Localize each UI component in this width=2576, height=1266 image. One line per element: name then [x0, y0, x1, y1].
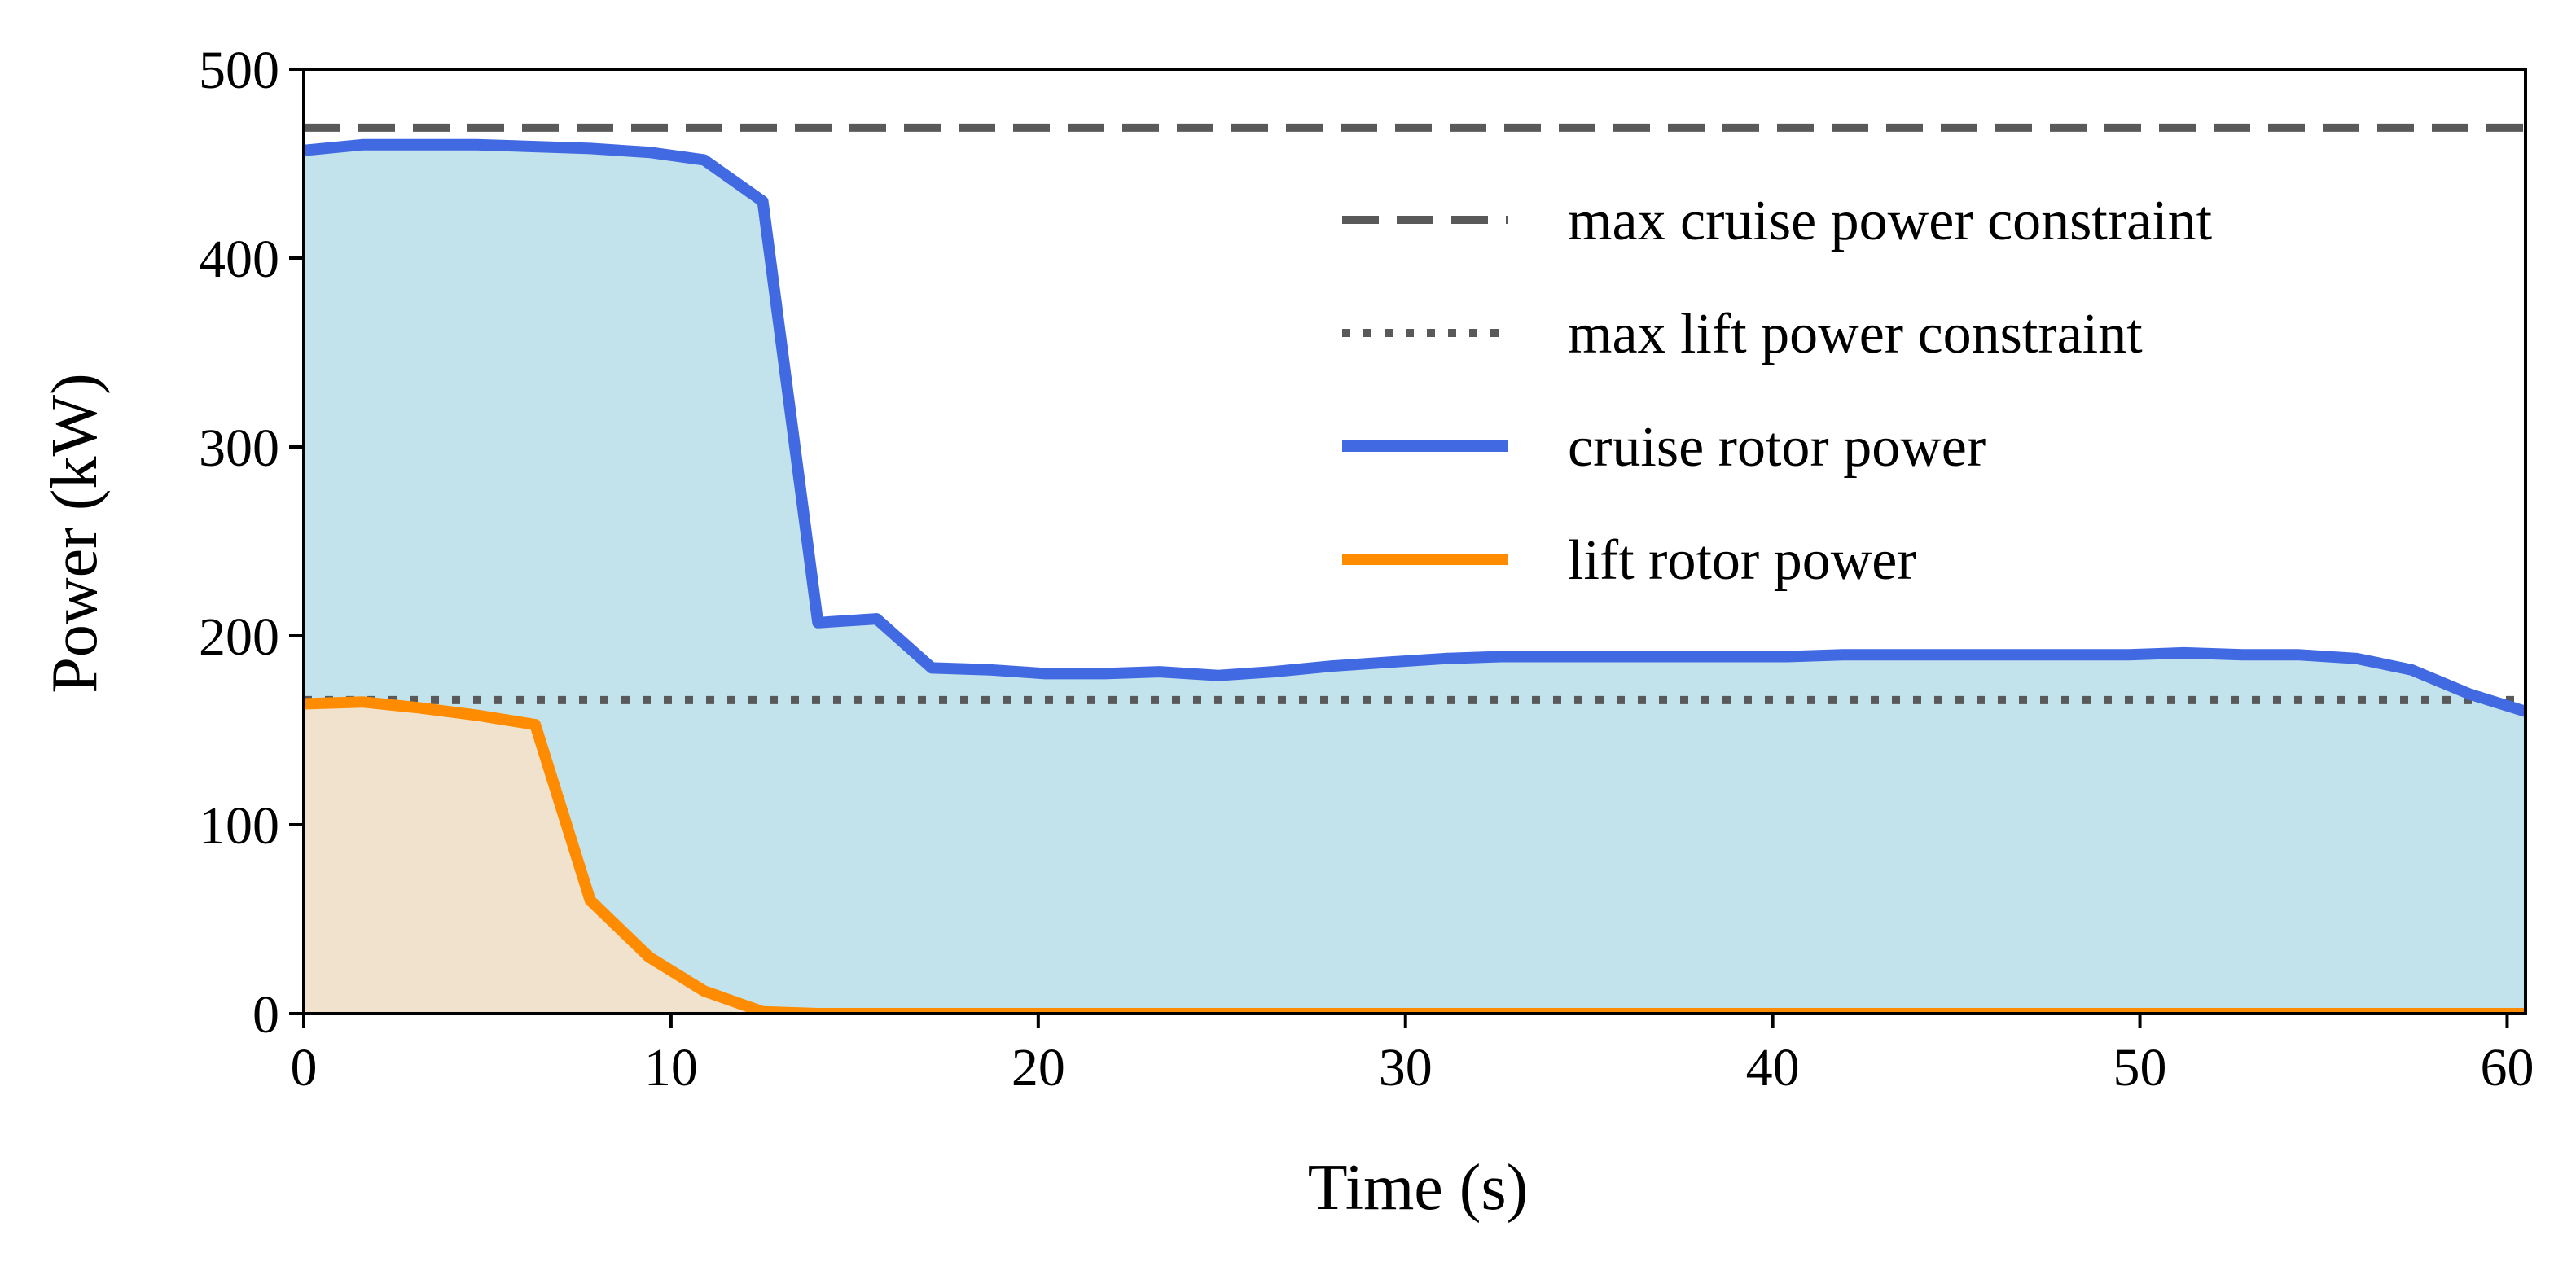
y-tick-label-400: 400	[199, 230, 279, 289]
legend-label-max-cruise-power-constraint: max cruise power constraint	[1568, 190, 2213, 252]
x-tick-label-30: 30	[1379, 1038, 1433, 1097]
axes-frame	[302, 68, 2527, 1015]
y-axis-label: Power (kW)	[39, 373, 111, 693]
lift-rotor-power-line	[304, 696, 2526, 1014]
cruise-rotor-power-line	[304, 138, 2526, 717]
legend-label-max-lift-power-constraint: max lift power constraint	[1568, 303, 2143, 366]
plot-contents	[304, 123, 2526, 1014]
x-tick-label-20: 20	[1012, 1038, 1065, 1097]
axes: 0 10 20 30 40 50 60 0 100 200 300 400 500	[199, 41, 2534, 1097]
x-tick-label-60: 60	[2480, 1038, 2534, 1097]
legend-label-lift-rotor-power: lift rotor power	[1568, 529, 1916, 592]
y-tick-label-200: 200	[199, 607, 279, 667]
y-tick-label-500: 500	[199, 41, 279, 100]
x-tick-label-50: 50	[2113, 1038, 2167, 1097]
x-tick-label-40: 40	[1746, 1038, 1800, 1097]
x-tick-label-10: 10	[644, 1038, 698, 1097]
y-tick-label-0: 0	[252, 985, 279, 1045]
plot-area	[304, 123, 2526, 1014]
cruise-rotor-power-area	[304, 144, 2526, 1014]
legend: max cruise power constraint max lift powe…	[1342, 190, 2213, 592]
x-axis-label: Time (s)	[1308, 1152, 1528, 1224]
legend-label-cruise-rotor-power: cruise rotor power	[1568, 416, 1986, 479]
x-tick-label-0: 0	[291, 1038, 318, 1097]
y-tick-label-100: 100	[199, 796, 279, 856]
lift-rotor-power-area	[304, 702, 2526, 1014]
y-tick-label-300: 300	[199, 418, 279, 478]
